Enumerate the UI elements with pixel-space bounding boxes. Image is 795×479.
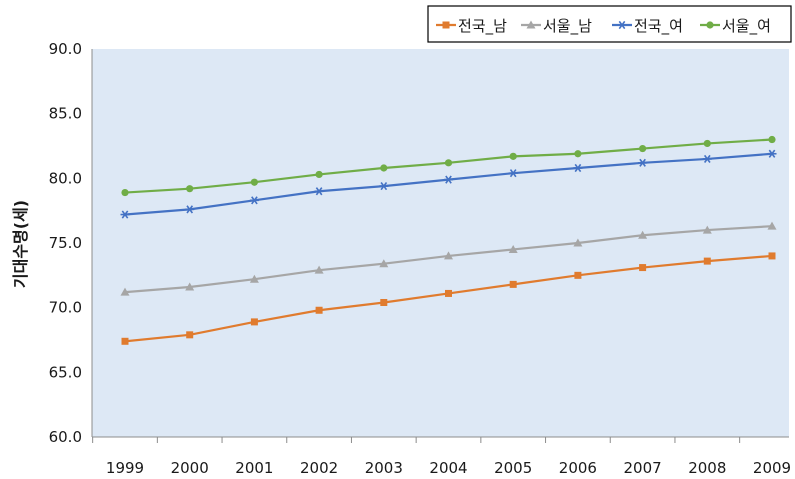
data-point bbox=[638, 230, 648, 239]
data-point bbox=[767, 149, 777, 158]
data-point bbox=[445, 289, 452, 297]
data-point bbox=[509, 152, 517, 160]
data-point bbox=[249, 196, 259, 205]
data-point bbox=[768, 252, 776, 260]
legend-marker bbox=[706, 21, 714, 29]
data-point bbox=[314, 265, 324, 274]
data-point bbox=[315, 306, 323, 314]
plot-area bbox=[92, 49, 789, 437]
data-point bbox=[250, 178, 258, 186]
data-point bbox=[185, 282, 195, 291]
y-axis-title: 기대수명(세) bbox=[11, 200, 30, 288]
data-point bbox=[767, 221, 777, 230]
y-tick-label: 65.0 bbox=[49, 363, 82, 381]
y-tick-label: 90.0 bbox=[49, 40, 82, 58]
data-point bbox=[573, 238, 583, 247]
data-point bbox=[703, 257, 711, 265]
legend-marker bbox=[442, 21, 450, 29]
x-tick-label: 2001 bbox=[235, 459, 273, 477]
data-point bbox=[120, 287, 130, 296]
data-point bbox=[702, 225, 712, 234]
legend: 전국_남 서울_남 전국_여 서울_여 bbox=[427, 5, 792, 43]
x-tick-label: 2002 bbox=[300, 459, 338, 477]
data-point bbox=[768, 135, 776, 144]
data-point bbox=[574, 271, 582, 279]
data-point bbox=[573, 163, 583, 173]
legend-marker bbox=[526, 20, 536, 29]
data-point bbox=[638, 158, 648, 167]
data-point bbox=[314, 187, 324, 196]
data-point bbox=[639, 264, 647, 272]
y-tick-label: 75.0 bbox=[49, 234, 82, 252]
data-point bbox=[702, 154, 712, 164]
series-3 bbox=[120, 149, 777, 219]
legend-label: 전국_남 bbox=[458, 17, 507, 36]
data-point bbox=[380, 298, 388, 306]
data-point bbox=[639, 144, 647, 153]
data-point bbox=[509, 280, 517, 288]
data-point bbox=[379, 182, 389, 191]
x-tick-label: 2003 bbox=[365, 459, 403, 477]
y-tick-label: 60.0 bbox=[49, 428, 82, 446]
legend-label: 전국_여 bbox=[634, 17, 683, 36]
legend-label: 서울_남 bbox=[543, 17, 592, 36]
legend-box bbox=[427, 5, 792, 43]
data-point bbox=[250, 318, 258, 326]
data-point bbox=[185, 205, 195, 214]
data-point bbox=[508, 244, 518, 253]
data-point bbox=[249, 274, 259, 283]
y-tick-label: 70.0 bbox=[49, 299, 82, 317]
series-1 bbox=[121, 252, 776, 345]
data-point bbox=[315, 170, 323, 179]
series-2 bbox=[120, 221, 777, 296]
series-4 bbox=[121, 135, 776, 197]
legend-item: 전국_남 bbox=[436, 17, 507, 36]
data-point bbox=[444, 175, 453, 184]
y-tick-label: 85.0 bbox=[49, 105, 82, 123]
x-tick-label: 2008 bbox=[688, 459, 726, 477]
data-point bbox=[508, 169, 518, 178]
legend-marker bbox=[617, 20, 627, 30]
data-point bbox=[444, 159, 453, 167]
data-point bbox=[380, 164, 388, 172]
data-point bbox=[444, 251, 453, 260]
y-tick-label: 80.0 bbox=[49, 169, 82, 187]
data-point bbox=[120, 210, 130, 219]
legend-item: 전국_여 bbox=[612, 17, 683, 36]
x-tick-label: 2004 bbox=[429, 459, 467, 477]
data-point bbox=[703, 139, 711, 148]
x-tick-label: 2006 bbox=[559, 459, 597, 477]
data-point bbox=[574, 150, 582, 158]
x-tick-label: 2000 bbox=[171, 459, 209, 477]
x-tick-label: 2005 bbox=[494, 459, 532, 477]
legend-label: 서울_여 bbox=[722, 17, 771, 36]
data-point bbox=[121, 337, 129, 345]
data-point bbox=[186, 331, 194, 339]
data-point bbox=[379, 259, 389, 268]
x-tick-label: 2009 bbox=[753, 459, 791, 477]
legend-item: 서울_남 bbox=[521, 17, 592, 36]
x-tick-label: 1999 bbox=[106, 459, 144, 477]
legend-item: 서울_여 bbox=[700, 17, 771, 36]
data-point bbox=[186, 185, 194, 193]
data-point bbox=[121, 188, 129, 197]
x-tick-label: 2007 bbox=[624, 459, 662, 477]
